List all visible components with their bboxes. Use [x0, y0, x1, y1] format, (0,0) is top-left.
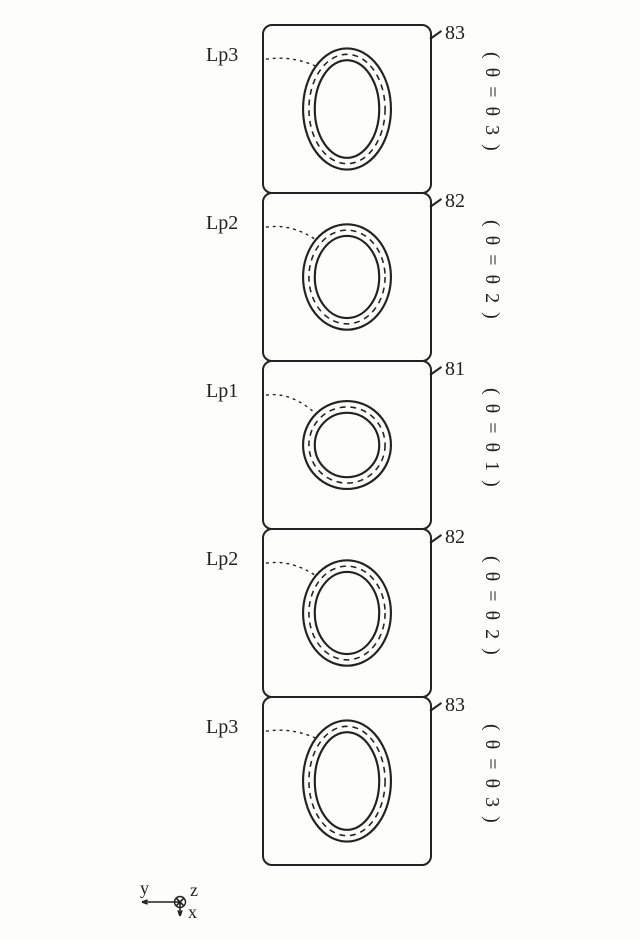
- lp-label: Lp3: [206, 44, 238, 67]
- panel-number-label: 81: [445, 358, 465, 381]
- panel-column: [262, 24, 432, 864]
- theta-label: ( θ = θ 1 ): [480, 388, 503, 489]
- theta-label: ( θ = θ 3 ): [480, 724, 503, 825]
- theta-label: ( θ = θ 2 ): [480, 556, 503, 657]
- theta-label: ( θ = θ 2 ): [480, 220, 503, 321]
- panel-number-label: 83: [445, 694, 465, 717]
- panel-number-label: 82: [445, 526, 465, 549]
- axis-y-label: y: [140, 878, 149, 898]
- figure-canvas: y xz 83 Lp3 ( θ = θ 3 ) 82 Lp2 ( θ = θ 2 ) 81 Lp…: [0, 0, 640, 940]
- axes-indicator: y xz: [122, 842, 238, 920]
- theta-label: ( θ = θ 3 ): [480, 52, 503, 153]
- panel-p4: [262, 528, 432, 698]
- lp-label: Lp1: [206, 380, 238, 403]
- lp-label: Lp2: [206, 548, 238, 571]
- lp-label: Lp2: [206, 212, 238, 235]
- panel-p1: [262, 24, 432, 194]
- axis-x-label: x: [188, 902, 197, 922]
- panel-p2: [262, 192, 432, 362]
- panel-p5: [262, 696, 432, 866]
- panel-number-label: 83: [445, 22, 465, 45]
- axis-z-label: z: [190, 880, 198, 900]
- panel-number-label: 82: [445, 190, 465, 213]
- panel-p3: [262, 360, 432, 530]
- lp-label: Lp3: [206, 716, 238, 739]
